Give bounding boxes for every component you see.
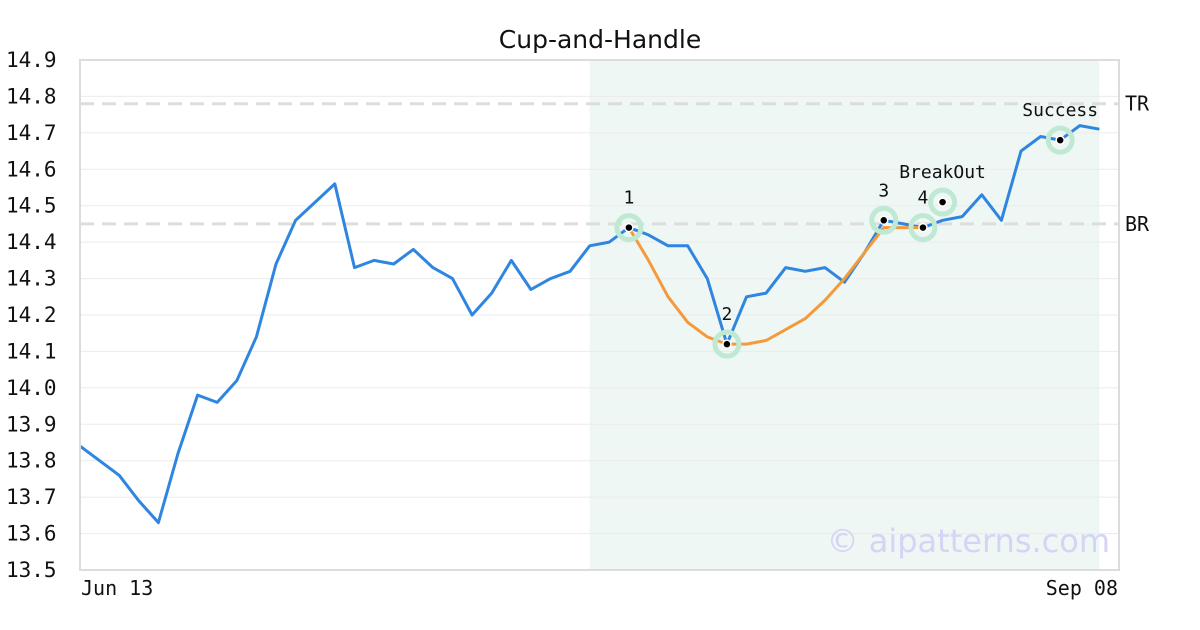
y-tick-label: 13.8 <box>6 449 57 473</box>
level-label: BR <box>1125 212 1150 236</box>
plot-frame <box>79 59 1120 571</box>
marker-label: 1 <box>623 188 634 209</box>
marker-dot <box>937 197 948 207</box>
marker-halo <box>614 213 644 243</box>
pattern-markers: 1 2 3 4 BreakOut Success <box>614 100 1098 359</box>
price-line <box>79 124 1100 525</box>
y-tick-label: 14.0 <box>6 376 57 400</box>
level-label: TR <box>1125 92 1150 116</box>
marker-label: 2 <box>722 304 733 325</box>
y-tick-label: 14.3 <box>6 267 57 291</box>
y-tick-label: 14.9 <box>6 48 57 72</box>
marker-halo <box>908 213 938 243</box>
marker-halo <box>869 205 899 235</box>
marker-label: 3 <box>878 180 889 201</box>
marker-halo <box>712 329 742 359</box>
cup-curve-line <box>627 226 923 346</box>
marker-dot <box>918 222 928 233</box>
marker-label: 4 <box>918 188 929 209</box>
y-tick-label: 13.7 <box>6 485 57 509</box>
y-tick-label: 13.5 <box>6 558 57 582</box>
x-tick-label: Jun 13 <box>81 576 153 600</box>
reference-levels: TR BR <box>80 92 1150 236</box>
marker-dot <box>879 215 889 226</box>
y-tick-label: 14.1 <box>6 339 57 363</box>
x-axis-ticks: Jun 13 Sep 08 <box>81 576 1118 600</box>
y-tick-label: 14.5 <box>6 194 57 218</box>
y-tick-label: 14.7 <box>6 121 57 145</box>
x-tick-label: Sep 08 <box>1046 576 1118 600</box>
marker-dot <box>722 339 732 349</box>
chart-title: Cup-and-Handle <box>499 25 701 54</box>
marker-dot <box>1055 135 1065 145</box>
y-tick-label: 14.4 <box>6 230 57 254</box>
y-axis-ticks: 13.5 13.6 13.7 13.8 13.9 14.0 14.1 14.2 14.3 14.4… <box>6 48 57 582</box>
marker-halo <box>928 187 958 217</box>
y-tick-label: 13.6 <box>6 522 57 546</box>
marker-halo <box>1045 125 1075 155</box>
watermark: © aipatterns.com <box>827 522 1110 560</box>
y-tick-label: 14.2 <box>6 303 57 327</box>
marker-dot <box>624 222 634 233</box>
marker-label: BreakOut <box>899 162 986 183</box>
y-tick-label: 14.6 <box>6 157 57 181</box>
y-tick-label: 14.8 <box>6 84 57 108</box>
series-lines <box>79 124 1100 525</box>
y-tick-label: 13.9 <box>6 412 57 436</box>
marker-label: Success <box>1022 100 1098 121</box>
